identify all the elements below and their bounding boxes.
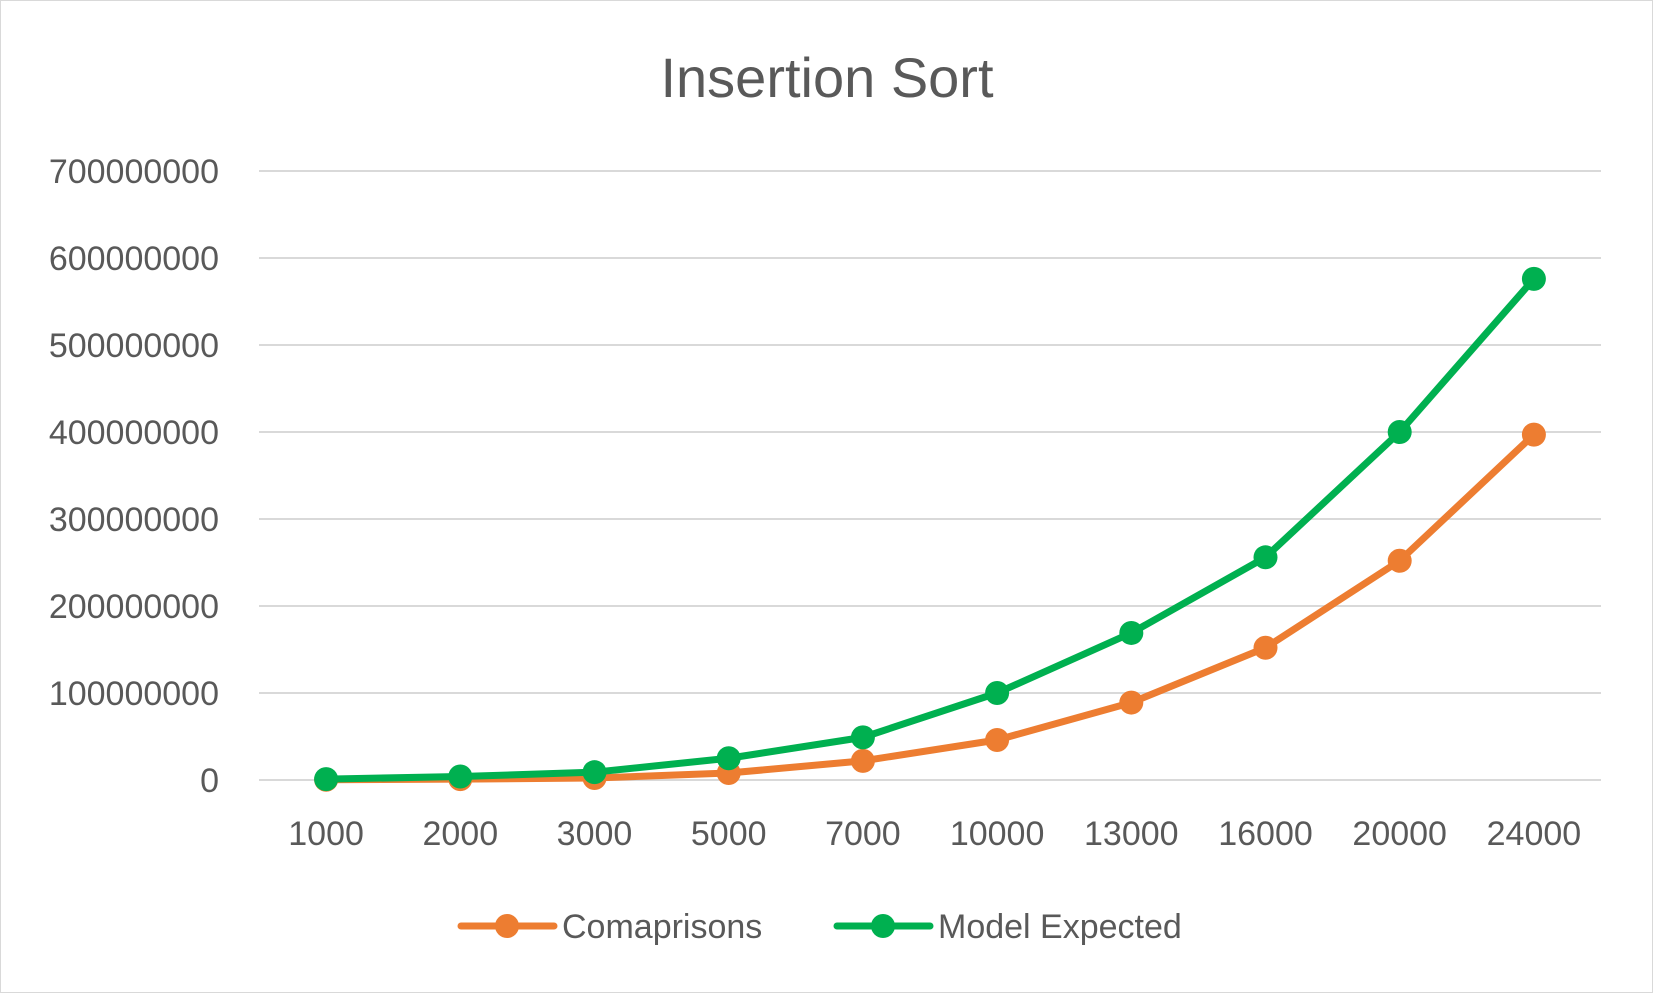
legend-item-comaprisons: Comaprisons <box>457 908 762 946</box>
x-tick-label: 10000 <box>950 815 1045 853</box>
data-point-model-expected <box>448 764 473 789</box>
data-point-model-expected <box>1119 620 1144 645</box>
series-line-model-expected <box>322 275 1538 783</box>
x-tick-label: 16000 <box>1218 815 1313 853</box>
y-tick-label: 500000000 <box>49 327 219 365</box>
x-tick-label: 7000 <box>825 815 901 853</box>
x-tick-label: 13000 <box>1084 815 1179 853</box>
y-axis-tick-labels: 0 100000000 200000000 300000000 400000000 500… <box>49 153 219 800</box>
data-point-model-expected <box>1253 545 1278 570</box>
x-tick-label: 3000 <box>557 815 633 853</box>
x-axis-tick-labels: 1000 2000 3000 5000 7000 10000 13000 16000 20000… <box>288 815 1581 853</box>
data-point-comaprisons <box>850 748 875 773</box>
data-point-model-expected <box>1387 420 1412 444</box>
data-point-model-expected <box>314 767 339 792</box>
legend-item-model-expected: Model Expected <box>833 908 1182 946</box>
data-point-model-expected <box>985 681 1010 705</box>
y-tick-label: 700000000 <box>49 153 219 191</box>
data-point-comaprisons <box>1119 690 1144 715</box>
series-model-expected <box>314 266 1546 792</box>
y-tick-label: 200000000 <box>49 588 219 626</box>
y-tick-label: 0 <box>200 762 219 800</box>
x-tick-label: 1000 <box>288 815 364 853</box>
data-point-model-expected <box>582 760 607 785</box>
x-tick-label: 24000 <box>1487 815 1582 853</box>
y-tick-label: 600000000 <box>49 240 219 278</box>
data-point-comaprisons <box>1521 422 1546 447</box>
data-point-comaprisons <box>1253 635 1278 660</box>
series-lines <box>314 266 1546 792</box>
x-tick-label: 5000 <box>691 815 767 853</box>
gridlines <box>259 170 1601 781</box>
legend-marker-model-expected <box>871 914 895 938</box>
data-point-model-expected <box>716 746 741 771</box>
legend-label-model-expected: Model Expected <box>938 908 1182 946</box>
data-point-comaprisons <box>985 727 1010 752</box>
y-tick-label: 300000000 <box>49 501 219 539</box>
series-comaprisons <box>314 422 1546 792</box>
x-tick-label: 2000 <box>422 815 498 853</box>
legend: Comaprisons Model Expected <box>457 908 1182 946</box>
y-tick-label: 400000000 <box>49 414 219 452</box>
y-tick-label: 100000000 <box>49 675 219 713</box>
series-line-comaprisons <box>322 431 1538 784</box>
data-point-comaprisons <box>1387 548 1412 573</box>
legend-marker-comaprisons <box>495 914 519 938</box>
data-point-model-expected <box>1521 266 1546 291</box>
legend-label-comaprisons: Comaprisons <box>562 908 762 946</box>
chart-title: Insertion Sort <box>660 46 993 109</box>
x-tick-label: 20000 <box>1352 815 1447 853</box>
data-point-model-expected <box>850 725 875 750</box>
